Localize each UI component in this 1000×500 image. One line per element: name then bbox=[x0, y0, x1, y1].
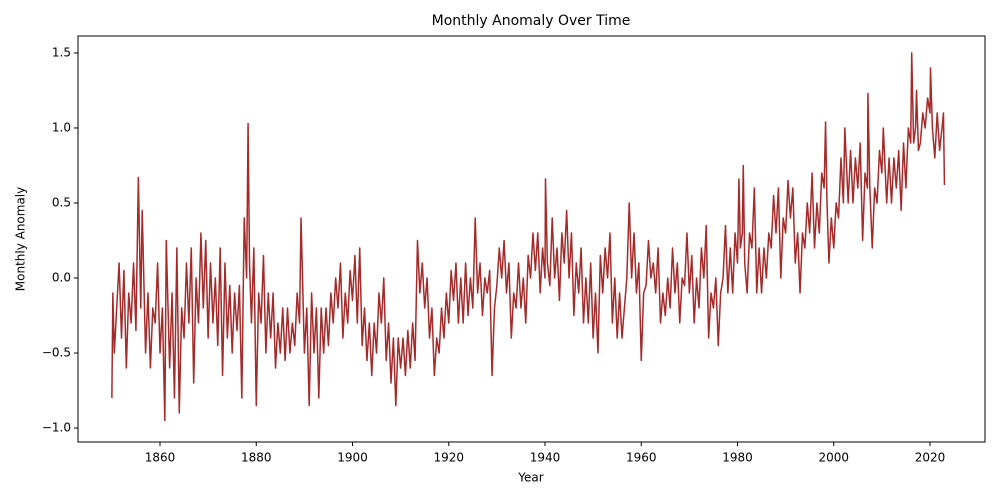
x-tick-label: 1960 bbox=[626, 451, 657, 465]
x-tick-label: 2000 bbox=[818, 451, 849, 465]
x-tick-label: 1880 bbox=[241, 451, 272, 465]
y-tick-label: −0.5 bbox=[42, 346, 71, 360]
chart-title: Monthly Anomaly Over Time bbox=[432, 13, 631, 29]
x-axis-label: Year bbox=[517, 471, 543, 485]
y-tick-label: −1.0 bbox=[42, 421, 71, 435]
y-axis-label: Monthly Anomaly bbox=[14, 187, 28, 292]
x-tick-label: 1900 bbox=[337, 451, 368, 465]
x-tick-label: 2020 bbox=[915, 451, 946, 465]
x-tick-label: 1980 bbox=[722, 451, 753, 465]
x-tick-label: 1920 bbox=[433, 451, 464, 465]
x-tick-label: 1940 bbox=[530, 451, 561, 465]
y-tick-label: 0.5 bbox=[52, 195, 71, 209]
y-tick-label: 0.0 bbox=[52, 271, 71, 285]
y-tick-label: 1.5 bbox=[52, 45, 71, 59]
x-tick-label: 1860 bbox=[145, 451, 176, 465]
y-tick-label: 1.0 bbox=[52, 120, 71, 134]
data-line bbox=[111, 52, 946, 422]
plot-frame bbox=[77, 35, 986, 443]
